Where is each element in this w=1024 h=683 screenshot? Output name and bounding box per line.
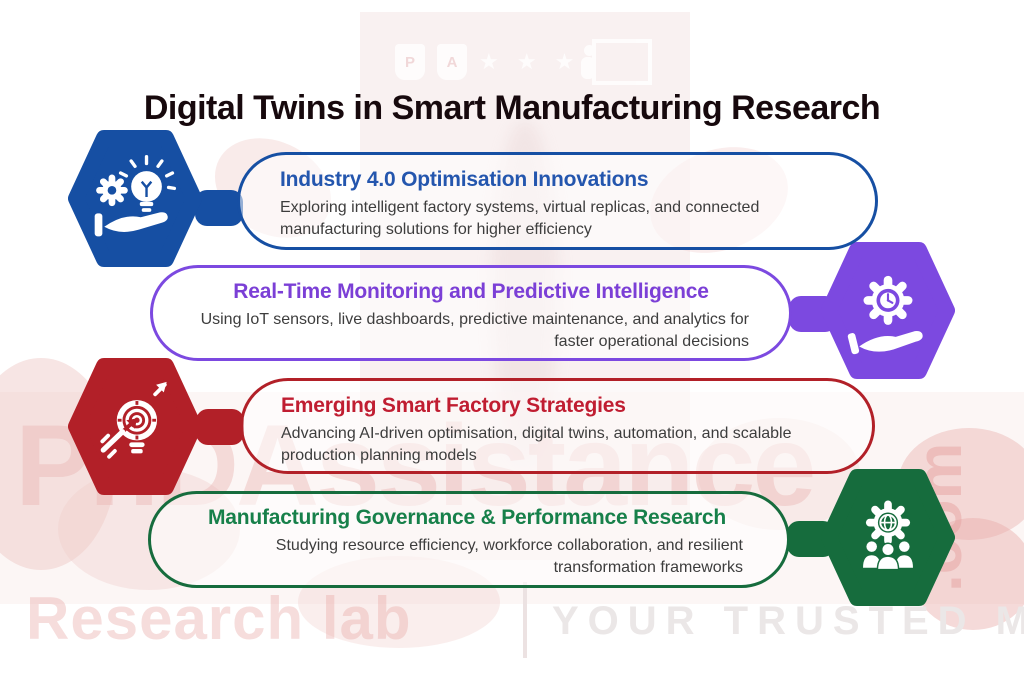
- hand-presenting-gear-clock-icon: [847, 275, 923, 355]
- hexagon-badge: [821, 242, 955, 379]
- watermark-divider: [523, 582, 527, 658]
- hexagon-badge: [68, 358, 202, 495]
- teacher-board-icon: [581, 39, 653, 85]
- topic-heading: Real-Time Monitoring and Predictive Inte…: [233, 280, 709, 303]
- topic-description: Advancing AI-driven optimisation, digita…: [281, 425, 792, 465]
- topic-pill: Real-Time Monitoring and Predictive Inte…: [150, 265, 792, 361]
- connector-stub: [196, 409, 244, 445]
- research-lab-watermark: Research lab: [26, 585, 412, 652]
- hexagon-badge: [68, 130, 202, 267]
- topic-pill: Industry 4.0 Optimisation Innovations Ex…: [237, 152, 878, 250]
- hexagon-shape: [68, 130, 202, 267]
- teacher-body-icon: [581, 57, 596, 79]
- stars-icon: ★ ★ ★: [479, 49, 581, 74]
- topic-description: Exploring intelligent factory systems, v…: [280, 199, 760, 239]
- lightbulb-target-arrow-icon: [100, 381, 167, 459]
- page-title: Digital Twins in Smart Manufacturing Res…: [143, 88, 881, 127]
- hand-presenting-lightbulb-gear-icon: [94, 155, 177, 237]
- topic-description: Using IoT sensors, live dashboards, pred…: [200, 311, 749, 351]
- globe-gear-team-icon: [863, 500, 913, 571]
- teacher-head-icon: [584, 45, 596, 56]
- book-icon: A: [437, 44, 467, 80]
- topic-description: Studying resource efficiency, workforce …: [275, 537, 743, 577]
- topic-heading: Industry 4.0 Optimisation Innovations: [280, 168, 649, 191]
- book-icon: P: [395, 44, 425, 80]
- brand-logo-watermark: P A ★ ★ ★: [395, 36, 665, 88]
- topic-pill: Emerging Smart Factory Strategies Advanc…: [240, 378, 875, 474]
- topic-heading: Emerging Smart Factory Strategies: [281, 394, 626, 417]
- topic-heading: Manufacturing Governance & Performance R…: [207, 506, 727, 529]
- tagline-watermark: YOUR TRUSTED MENTOR: [552, 599, 1024, 643]
- hexagon-badge: [821, 469, 955, 606]
- connector-stub: [195, 190, 243, 226]
- topic-pill: Manufacturing Governance & Performance R…: [148, 491, 790, 588]
